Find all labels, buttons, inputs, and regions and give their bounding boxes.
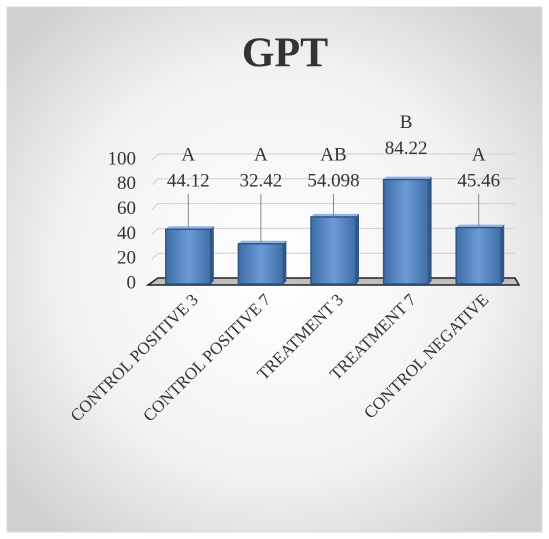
bar	[455, 226, 502, 285]
group-label: AB	[320, 144, 346, 165]
y-tick-label: 100	[108, 148, 137, 169]
y-tick-label: 0	[127, 272, 137, 293]
bar	[237, 243, 285, 285]
y-tick-label: 60	[117, 198, 136, 219]
chart-title: GPT	[242, 31, 328, 77]
group-label: A	[472, 144, 486, 165]
bar	[382, 178, 430, 285]
group-label: A	[181, 144, 195, 165]
y-tick-label: 80	[117, 173, 136, 194]
data-label: 44.12	[167, 170, 210, 191]
bar	[165, 228, 212, 285]
data-label: 32.42	[240, 170, 283, 191]
bar-side	[283, 240, 287, 284]
bar-top	[238, 240, 287, 244]
group-label: B	[400, 112, 413, 133]
data-label: 84.22	[385, 138, 428, 159]
group-label: A	[254, 144, 268, 165]
y-tick-label: 20	[117, 248, 136, 269]
bar	[310, 216, 357, 285]
data-label: 45.46	[457, 170, 500, 191]
bar-side	[356, 213, 360, 284]
grid-line	[151, 153, 515, 161]
y-tick-label: 40	[117, 223, 136, 244]
data-label: 54.098	[307, 170, 359, 191]
